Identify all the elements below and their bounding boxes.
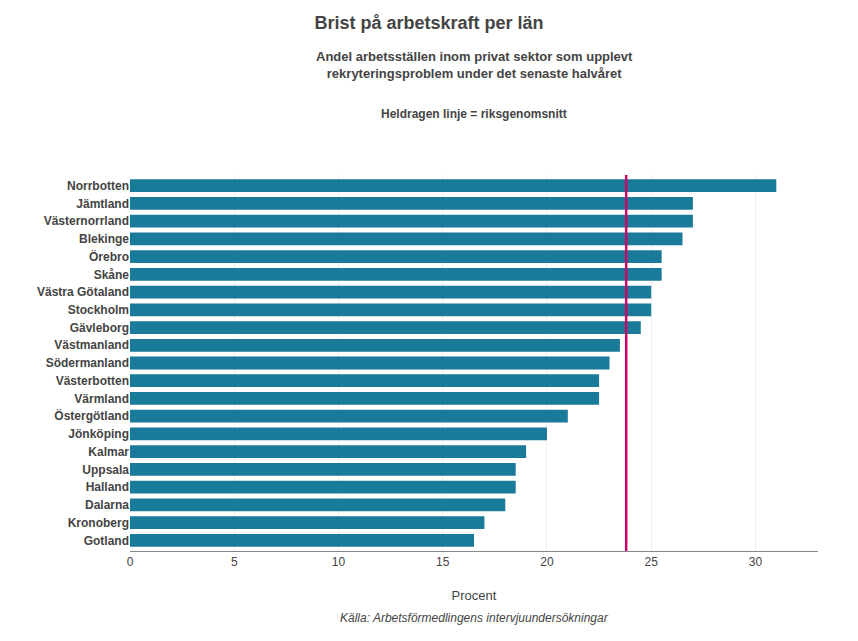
svg-text:20: 20 xyxy=(540,555,554,569)
svg-text:Norrbotten: Norrbotten xyxy=(67,179,129,193)
svg-text:Gävleborg: Gävleborg xyxy=(70,321,129,335)
svg-text:Brist på arbetskraft per län: Brist på arbetskraft per län xyxy=(314,13,543,33)
svg-text:Västmanland: Västmanland xyxy=(54,338,129,352)
svg-text:Procent: Procent xyxy=(452,588,497,603)
svg-text:Kalmar: Kalmar xyxy=(88,445,129,459)
svg-text:Jämtland: Jämtland xyxy=(76,197,129,211)
svg-text:Andel arbetsställen inom priva: Andel arbetsställen inom privat sektor s… xyxy=(316,49,633,81)
svg-text:Värmland: Värmland xyxy=(74,392,129,406)
svg-text:Västra Götaland: Västra Götaland xyxy=(37,285,129,299)
svg-text:30: 30 xyxy=(749,555,763,569)
svg-text:Blekinge: Blekinge xyxy=(79,232,129,246)
svg-text:Östergötland: Östergötland xyxy=(54,408,129,423)
svg-text:Källa: Arbetsförmedlingens int: Källa: Arbetsförmedlingens intervjuunder… xyxy=(340,611,609,625)
svg-text:Heldragen linje = riksgenomsni: Heldragen linje = riksgenomsnitt xyxy=(381,107,567,121)
svg-text:Kronoberg: Kronoberg xyxy=(68,516,129,530)
svg-text:Stockholm: Stockholm xyxy=(68,303,129,317)
svg-text:Södermanland: Södermanland xyxy=(46,356,129,370)
svg-text:Västernorrland: Västernorrland xyxy=(44,214,129,228)
svg-text:Uppsala: Uppsala xyxy=(82,463,129,477)
svg-text:Dalarna: Dalarna xyxy=(85,498,129,512)
svg-text:10: 10 xyxy=(332,555,346,569)
svg-text:Skåne: Skåne xyxy=(94,268,130,282)
svg-text:Örebro: Örebro xyxy=(89,249,129,264)
svg-text:15: 15 xyxy=(436,555,450,569)
svg-text:0: 0 xyxy=(127,555,134,569)
svg-text:Halland: Halland xyxy=(86,480,129,494)
svg-text:Jönköping: Jönköping xyxy=(68,427,129,441)
svg-text:Gotland: Gotland xyxy=(84,534,129,548)
svg-text:5: 5 xyxy=(231,555,238,569)
svg-text:Västerbotten: Västerbotten xyxy=(56,374,129,388)
svg-text:25: 25 xyxy=(645,555,659,569)
